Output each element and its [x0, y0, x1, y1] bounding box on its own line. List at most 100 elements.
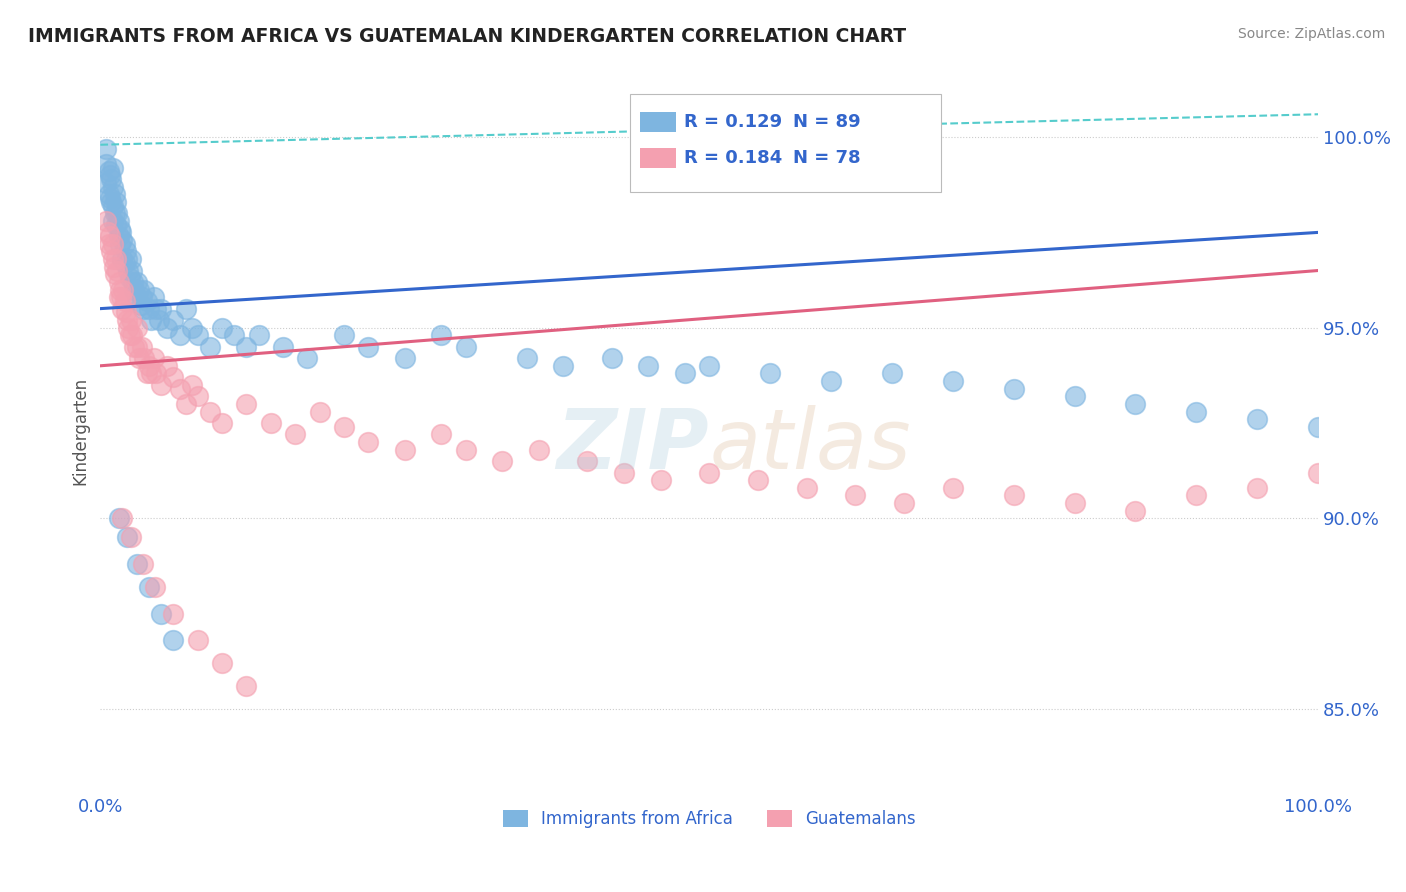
Point: [100, 172, 122, 186]
Point: [235, 397, 257, 411]
Point: [162, 607, 184, 621]
Point: [198, 340, 221, 354]
Point: [138, 580, 160, 594]
Point: [150, 301, 173, 316]
Point: [105, 194, 128, 209]
Point: [141, 367, 163, 381]
Point: [96, 214, 118, 228]
Point: [125, 275, 148, 289]
Point: [117, 320, 139, 334]
Point: [115, 313, 138, 327]
Point: [105, 218, 128, 232]
Point: [162, 370, 184, 384]
Point: [187, 633, 209, 648]
Point: [148, 313, 170, 327]
Text: N = 78: N = 78: [793, 149, 860, 167]
Point: [107, 290, 129, 304]
Point: [394, 442, 416, 457]
Point: [110, 226, 132, 240]
Point: [114, 236, 136, 251]
Point: [101, 214, 124, 228]
Point: [235, 679, 257, 693]
Point: [333, 328, 356, 343]
Point: [105, 206, 128, 220]
Point: [128, 283, 150, 297]
Point: [107, 229, 129, 244]
Y-axis label: Kindergarten: Kindergarten: [72, 376, 89, 484]
Point: [131, 290, 153, 304]
Point: [120, 530, 142, 544]
Point: [107, 511, 129, 525]
Point: [211, 320, 233, 334]
Point: [454, 340, 477, 354]
Point: [1063, 389, 1085, 403]
Point: [697, 359, 720, 373]
Point: [115, 305, 138, 319]
Text: atlas: atlas: [709, 405, 911, 485]
Point: [100, 194, 122, 209]
Point: [96, 142, 118, 156]
Point: [141, 313, 163, 327]
Point: [145, 301, 167, 316]
Point: [134, 351, 156, 366]
Point: [104, 268, 127, 282]
Point: [1185, 488, 1208, 502]
Point: [134, 283, 156, 297]
Point: [121, 263, 143, 277]
Point: [527, 442, 550, 457]
Point: [101, 199, 124, 213]
Point: [150, 377, 173, 392]
Text: R = 0.129: R = 0.129: [683, 113, 782, 131]
Point: [129, 298, 152, 312]
Point: [145, 367, 167, 381]
Bar: [640, 112, 676, 132]
Point: [211, 416, 233, 430]
Point: [125, 557, 148, 571]
Point: [1002, 488, 1025, 502]
Point: [187, 328, 209, 343]
Point: [576, 454, 599, 468]
Point: [1185, 404, 1208, 418]
Point: [747, 473, 769, 487]
Point: [235, 340, 257, 354]
Point: [491, 454, 513, 468]
Point: [198, 404, 221, 418]
Bar: [640, 147, 676, 168]
Point: [120, 252, 142, 266]
Point: [101, 179, 124, 194]
Point: [333, 419, 356, 434]
Point: [107, 275, 129, 289]
Point: [880, 367, 903, 381]
Point: [111, 511, 134, 525]
Point: [942, 374, 965, 388]
Point: [124, 340, 146, 354]
Point: [131, 340, 153, 354]
Point: [820, 374, 842, 388]
Point: [104, 206, 127, 220]
Point: [118, 271, 141, 285]
Point: [121, 328, 143, 343]
Point: [101, 236, 124, 251]
Legend: Immigrants from Africa, Guatemalans: Immigrants from Africa, Guatemalans: [496, 804, 922, 835]
Point: [135, 293, 157, 308]
Point: [224, 328, 246, 343]
Point: [297, 351, 319, 366]
Point: [100, 244, 122, 259]
Point: [142, 351, 165, 366]
Text: R = 0.184: R = 0.184: [683, 149, 782, 167]
Point: [637, 359, 659, 373]
FancyBboxPatch shape: [630, 94, 941, 192]
Point: [118, 328, 141, 343]
Point: [759, 367, 782, 381]
Point: [247, 328, 270, 343]
Point: [132, 557, 155, 571]
Point: [357, 435, 380, 450]
Point: [97, 164, 120, 178]
Point: [174, 301, 197, 316]
Point: [105, 252, 128, 266]
Point: [115, 530, 138, 544]
Point: [174, 397, 197, 411]
Point: [600, 351, 623, 366]
Point: [138, 359, 160, 373]
Point: [117, 263, 139, 277]
